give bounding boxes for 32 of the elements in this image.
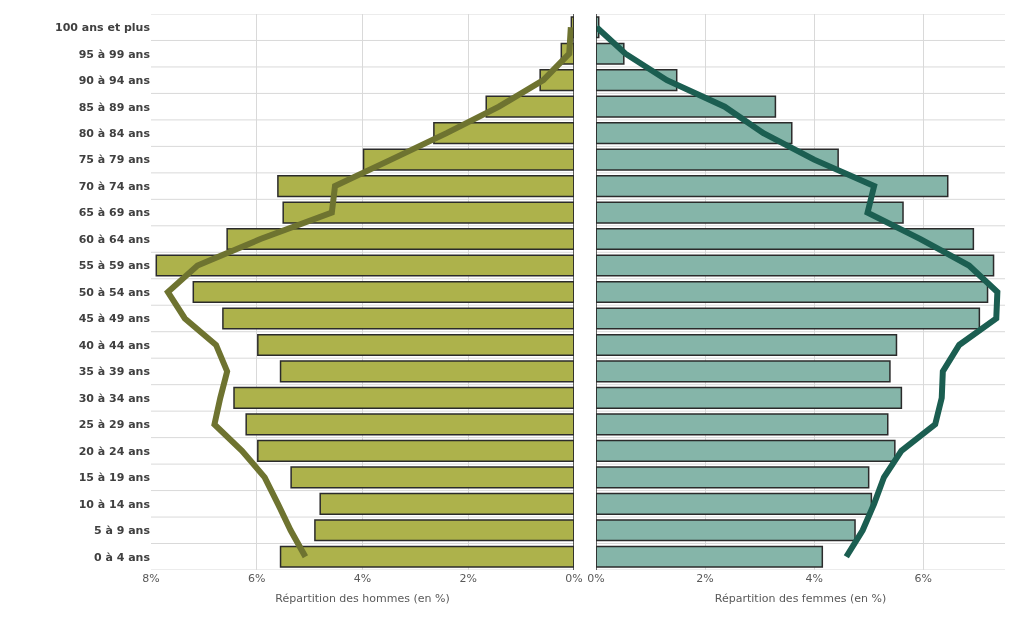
x-tick-label: 0% [587,572,605,585]
y-tick-label: 100 ans et plus [55,21,151,35]
y-tick-label: 20 à 24 ans [78,444,151,458]
y-tick-label: 5 à 9 ans [93,524,151,538]
y-tick-label: 45 à 49 ans [78,312,151,326]
x-axis-title: Répartition des hommes (en %) [275,592,450,606]
y-tick-label: 40 à 44 ans [78,338,151,352]
y-tick-label: 55 à 59 ans [78,259,151,273]
y-tick-label: 95 à 99 ans [78,47,151,61]
y-tick-label: 75 à 79 ans [78,153,151,167]
x-tick-label: 4% [805,572,823,585]
x-tick-label: 2% [696,572,714,585]
y-tick-label: 60 à 64 ans [78,232,151,246]
x-tick-label: 6% [248,572,266,585]
y-tick-label: 0 à 4 ans [93,550,151,564]
y-tick-label: 70 à 74 ans [78,179,151,193]
y-tick-label: 85 à 89 ans [78,100,151,114]
y-tick-label: 30 à 34 ans [78,391,151,405]
x-tick-label: 2% [459,572,477,585]
x-tick-label: 6% [914,572,932,585]
y-tick-label: 25 à 29 ans [78,418,151,432]
y-tick-label: 15 à 19 ans [78,471,151,485]
y-tick-label: 10 à 14 ans [78,497,151,511]
x-tick-label: 4% [353,572,372,585]
y-tick-label: 90 à 94 ans [78,74,151,88]
y-tick-label: 65 à 69 ans [78,206,151,220]
y-tick-label: 50 à 54 ans [78,285,151,299]
x-tick-label: 0% [565,572,583,585]
x-axis-title: Répartition des femmes (en %) [714,592,887,606]
x-tick-label: 8% [142,572,160,585]
y-tick-label: 35 à 39 ans [78,365,151,379]
y-tick-label: 80 à 84 ans [78,126,151,140]
